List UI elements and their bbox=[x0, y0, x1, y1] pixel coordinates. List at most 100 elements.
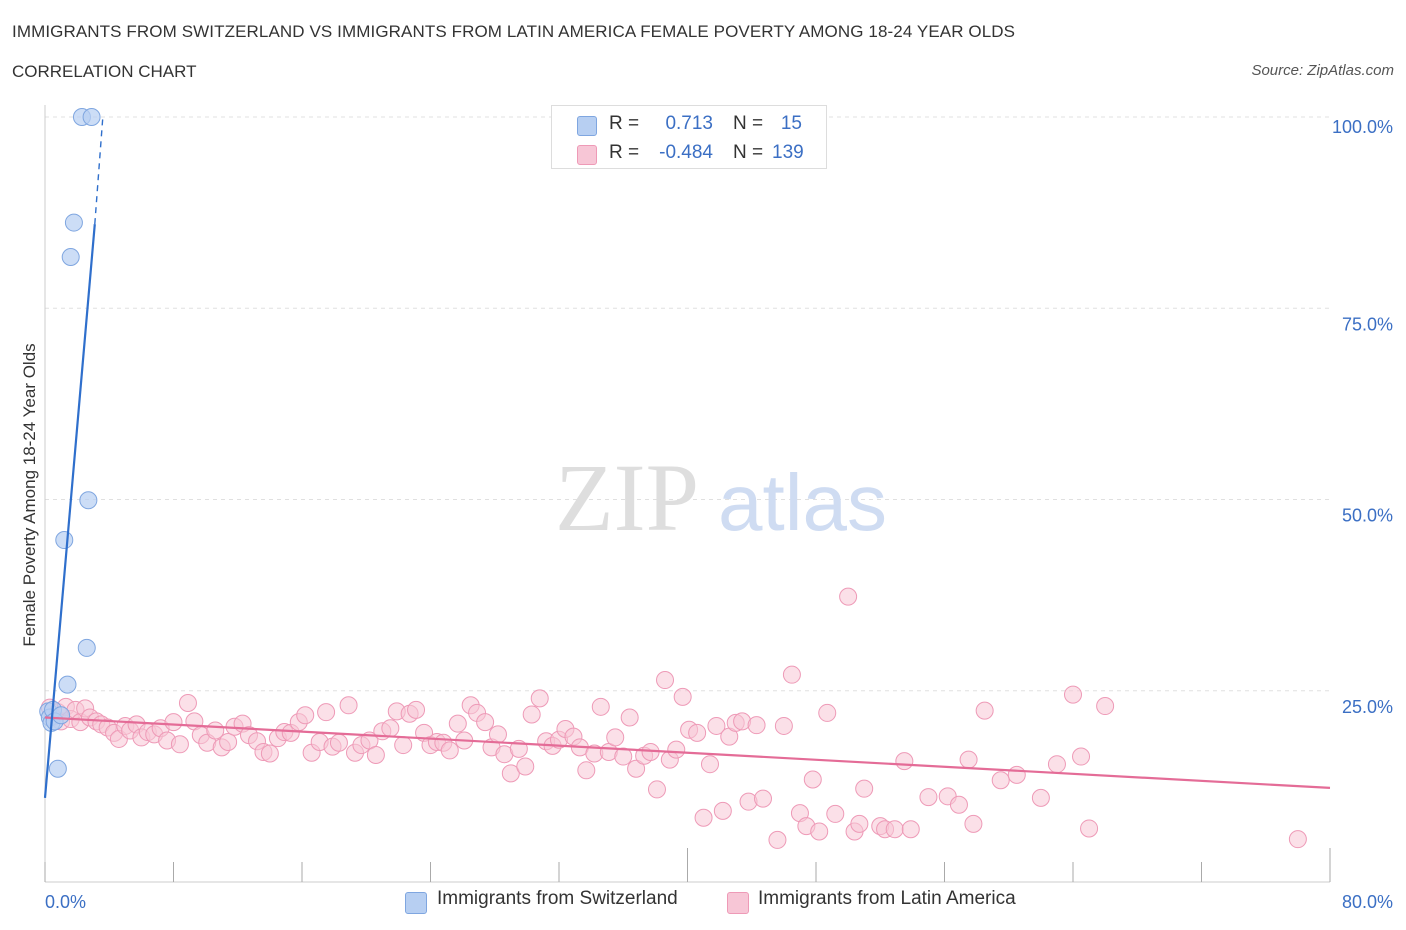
latin-america-point bbox=[688, 723, 707, 742]
y-tick-label: 25.0% bbox=[1342, 697, 1393, 717]
latin-america-point bbox=[656, 671, 675, 690]
trend-lines bbox=[43, 116, 1331, 798]
switzerland-point bbox=[82, 108, 101, 126]
y-tick-label: 75.0% bbox=[1342, 314, 1393, 334]
grid-lines bbox=[45, 116, 1330, 692]
latin-america-point bbox=[959, 750, 978, 769]
source-label: Source: ZipAtlas.com bbox=[1251, 62, 1394, 79]
latin-america-point bbox=[782, 665, 801, 684]
legend-latin-america-swatch bbox=[727, 892, 749, 914]
switzerland-point bbox=[79, 491, 98, 510]
tick-labels: 25.0% 50.0% 75.0% 100.0% 0.0% 80.0% bbox=[45, 117, 1393, 912]
latin-america-point bbox=[260, 744, 279, 763]
latin-america-point bbox=[381, 719, 400, 738]
latin-america-point bbox=[577, 761, 596, 780]
switzerland-point bbox=[48, 759, 67, 778]
latin-america-point bbox=[753, 789, 772, 808]
latin-america-point bbox=[839, 587, 858, 606]
latin-america-point bbox=[964, 814, 983, 833]
latin-america-point bbox=[855, 779, 874, 798]
latin-america-point bbox=[219, 733, 238, 752]
n-value: 139 bbox=[772, 142, 804, 163]
latin-america-point bbox=[170, 735, 189, 754]
latin-america-point bbox=[407, 700, 426, 719]
latin-america-point bbox=[614, 747, 633, 766]
latin-america-point bbox=[1072, 747, 1091, 766]
latin-america-point bbox=[448, 714, 467, 733]
switzerland-trend-extension bbox=[94, 116, 104, 225]
latin-america-trend-line bbox=[44, 716, 1331, 790]
latin-america-point bbox=[394, 736, 413, 755]
r-label: R = bbox=[609, 142, 640, 163]
x-tick-label-min: 0.0% bbox=[45, 892, 86, 912]
latin-america-point bbox=[1064, 685, 1082, 704]
switzerland-point bbox=[64, 213, 83, 232]
latin-america-point bbox=[949, 795, 968, 814]
latin-america-point bbox=[366, 746, 385, 765]
latin-america-point bbox=[606, 728, 625, 747]
switzerland-trend-line bbox=[43, 224, 96, 798]
latin-america-point bbox=[317, 703, 336, 722]
latin-america-point bbox=[768, 830, 787, 849]
latin-america-point bbox=[713, 801, 732, 820]
y-axis-label: Female Poverty Among 18-24 Year Olds bbox=[20, 343, 39, 646]
latin-america-point bbox=[530, 689, 549, 708]
latin-america-point bbox=[1288, 830, 1307, 849]
latin-america-point bbox=[339, 696, 358, 715]
switzerland-point bbox=[61, 247, 80, 266]
latin-america-point bbox=[620, 708, 639, 727]
latin-america-point bbox=[178, 693, 197, 712]
legend-latin-america-label: Immigrants from Latin America bbox=[758, 888, 1016, 909]
latin-america-points bbox=[40, 587, 1307, 849]
latin-america-point bbox=[673, 687, 692, 706]
switzerland-point bbox=[52, 706, 71, 725]
latin-america-point bbox=[627, 759, 646, 778]
latin-america-point bbox=[803, 770, 822, 789]
n-value: 15 bbox=[780, 113, 802, 134]
y-tick-label: 50.0% bbox=[1342, 506, 1393, 526]
legend-switzerland-label: Immigrants from Switzerland bbox=[437, 888, 678, 909]
latin-america-point bbox=[694, 808, 713, 827]
y-tick-label: 100.0% bbox=[1332, 117, 1393, 137]
switzerland-point bbox=[55, 531, 74, 550]
latin-america-point bbox=[919, 788, 938, 807]
chart-subtitle: CORRELATION CHART bbox=[12, 62, 197, 81]
latin-america-point bbox=[501, 764, 520, 783]
chart-title: IMMIGRANTS FROM SWITZERLAND VS IMMIGRANT… bbox=[12, 22, 1016, 41]
latin-america-point bbox=[329, 733, 348, 752]
latin-america-point bbox=[591, 697, 610, 716]
latin-america-point bbox=[522, 705, 541, 724]
latin-america-point bbox=[774, 716, 793, 735]
r-value: 0.713 bbox=[665, 113, 713, 134]
legend-switzerland-swatch bbox=[405, 892, 427, 914]
switzerland-points bbox=[39, 108, 101, 778]
axes bbox=[44, 105, 1331, 883]
watermark-zip: ZIP bbox=[555, 444, 699, 551]
switzerland-point bbox=[58, 675, 77, 694]
latin-america-point bbox=[826, 804, 845, 823]
legend-row-latin-america: R = -0.484 N = 139 bbox=[552, 139, 826, 167]
latin-america-point bbox=[810, 822, 829, 841]
latin-america-point bbox=[1096, 697, 1115, 716]
latin-america-point bbox=[1080, 819, 1099, 838]
latin-america-point bbox=[516, 757, 535, 776]
latin-america-point bbox=[488, 725, 507, 744]
latin-america-point bbox=[850, 814, 869, 833]
latin-america-point bbox=[747, 716, 766, 735]
latin-america-point bbox=[1031, 788, 1050, 807]
latin-america-point bbox=[991, 771, 1010, 790]
latin-america-point bbox=[885, 820, 904, 839]
correlation-legend: R = 0.713 N = 15 R = -0.484 N = 139 bbox=[551, 105, 827, 169]
latin-america-point bbox=[975, 701, 994, 720]
latin-america-point bbox=[476, 713, 495, 732]
latin-america-point bbox=[164, 713, 183, 732]
latin-america-point bbox=[895, 752, 914, 771]
latin-america-swatch bbox=[577, 145, 597, 165]
latin-america-point bbox=[296, 706, 315, 725]
switzerland-swatch bbox=[577, 116, 597, 136]
latin-america-point bbox=[818, 703, 837, 722]
latin-america-point bbox=[707, 716, 726, 735]
r-value: -0.484 bbox=[659, 142, 713, 163]
latin-america-point bbox=[700, 755, 719, 774]
